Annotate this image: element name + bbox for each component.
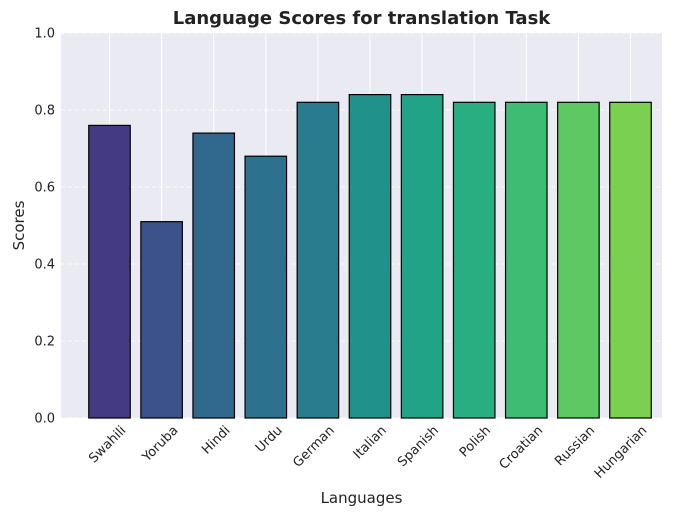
bar-urdu [244, 155, 288, 419]
bar-yoruba [140, 221, 183, 419]
bar-croatian [504, 101, 548, 419]
y-tick-labels: 0.0 0.2 0.4 0.6 0.8 1.0 [34, 27, 55, 427]
x-axis-label: Languages [321, 489, 403, 507]
x-tick-label-yoruba: Yoruba [139, 423, 181, 465]
chart-title: Language Scores for translation Task [173, 8, 552, 29]
x-tick-label-italian: Italian [351, 423, 390, 462]
x-tick-label-croatian: Croatian [497, 423, 546, 472]
bar-polish [452, 101, 496, 419]
bar-hindi [192, 132, 236, 419]
y-tick-label: 0.6 [34, 181, 55, 196]
x-tick-label-polish: Polish [457, 423, 494, 460]
x-tick-label-russian: Russian [552, 423, 598, 469]
y-tick-label: 0.2 [34, 335, 55, 350]
y-tick-label: 0.0 [34, 412, 55, 427]
x-tick-labels: Swahili Yoruba Hindi Urdu German Italian Spani… [86, 423, 650, 481]
bar-spanish [400, 93, 444, 419]
bar-italian [348, 93, 392, 419]
x-tick-label-hungarian: Hungarian [592, 423, 650, 481]
x-tick-label-german: German [290, 423, 337, 470]
bar-swahili [88, 124, 131, 419]
bar-hungarian [609, 101, 652, 419]
y-tick-label: 1.0 [34, 27, 55, 42]
y-tick-label: 0.4 [34, 258, 55, 273]
x-tick-label-urdu: Urdu [253, 423, 286, 456]
x-tick-label-hindi: Hindi [199, 423, 233, 457]
y-axis-label: Scores [10, 200, 28, 250]
x-tick-label-swahili: Swahili [86, 423, 129, 466]
bar-russian [557, 101, 600, 419]
bars [88, 93, 652, 419]
x-tick-label-spanish: Spanish [395, 423, 442, 470]
y-tick-label: 0.8 [34, 104, 55, 119]
bar-german [296, 101, 340, 419]
